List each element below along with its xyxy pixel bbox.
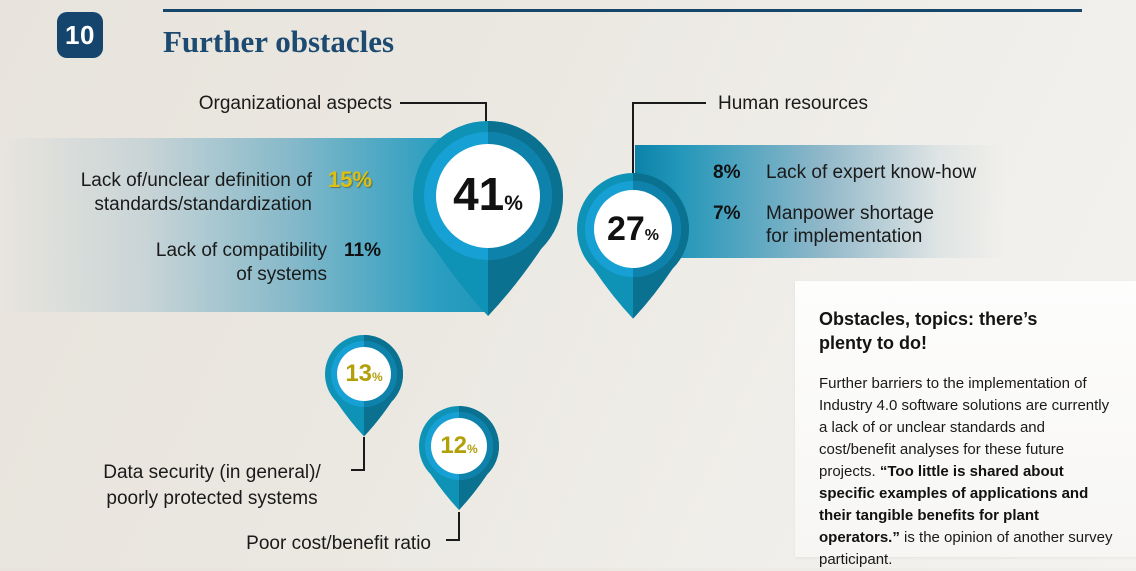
info-box-heading: Obstacles, topics: there’s plenty to do! [819, 309, 1038, 353]
value-know-how: 8% [713, 162, 741, 183]
location-pin-icon [419, 406, 499, 510]
label-data-security-line2: poorly protected systems [106, 488, 318, 509]
connector-organizational-v [485, 102, 487, 126]
percent-sign: % [372, 370, 383, 384]
value-standards: 15% [328, 167, 373, 192]
figure-number-badge: 10 [57, 12, 103, 58]
pin-value-12: 12% [417, 434, 501, 461]
pin-value-13: 13% [323, 362, 405, 389]
label-compatibility-line1: Lack of compatibility [155, 240, 327, 261]
pin-number: 13 [345, 360, 373, 387]
location-pin-icon [325, 335, 403, 437]
label-standards: Lack of/unclear definition of standards/… [40, 169, 312, 217]
info-box-body: Further barriers to the implementation o… [819, 373, 1115, 571]
label-cost-benefit: Poor cost/benefit ratio [246, 533, 431, 554]
pin-data-security: 13% [323, 333, 405, 440]
value-manpower: 7% [713, 203, 741, 224]
label-manpower: Manpower shortage for implementation [766, 202, 934, 248]
left-gradient-band [0, 138, 487, 312]
label-standards-line1: Lack of/unclear definition of [80, 170, 312, 191]
pin-number: 41 [453, 168, 505, 220]
label-manpower-line2: for implementation [766, 226, 923, 247]
percent-sign: % [644, 227, 660, 244]
label-compatibility-line2: of systems [236, 264, 327, 285]
connector-human-resources-h [632, 102, 706, 104]
pin-cost-benefit: 12% [417, 404, 501, 514]
figure-number: 10 [65, 19, 95, 50]
label-standards-line2: standards/standardization [94, 194, 312, 215]
title-rule [163, 9, 1082, 12]
connector-organizational-h [400, 102, 487, 104]
connector-cost-benefit-v [458, 512, 460, 541]
connector-data-security-h [351, 469, 365, 471]
label-manpower-line1: Manpower shortage [766, 203, 934, 224]
connector-human-resources-v [632, 102, 634, 176]
info-box-text: Further barriers to the implementation o… [819, 375, 1110, 480]
percent-sign: % [504, 192, 523, 215]
callout-organizational-aspects: Organizational aspects [198, 93, 392, 114]
pin-organizational-aspects: 41% [411, 119, 565, 319]
location-pin-icon [413, 120, 563, 316]
right-gradient-band [635, 145, 1005, 258]
label-know-how: Lack of expert know-how [766, 162, 977, 183]
location-pin-icon [577, 173, 689, 319]
label-data-security-line1: Data security (in general)/ [103, 462, 321, 483]
label-data-security: Data security (in general)/ poorly prote… [78, 460, 346, 512]
connector-data-security-v [363, 437, 365, 471]
page-title: Further obstacles [163, 24, 395, 59]
pin-number: 27 [606, 210, 645, 248]
label-compatibility: Lack of compatibility of systems [120, 239, 327, 287]
info-box: Obstacles, topics: there’s plenty to do!… [795, 281, 1136, 568]
info-box-quote: “Too little is shared about specific exa… [819, 463, 1089, 546]
percent-sign: % [467, 442, 478, 456]
pin-number: 12 [440, 432, 468, 459]
info-box-text-tail: is the opinion of another survey partici… [819, 529, 1113, 568]
pin-value-41: 41% [411, 171, 565, 227]
pin-value-27: 27% [575, 212, 691, 253]
callout-human-resources: Human resources [718, 93, 868, 114]
pin-human-resources: 27% [575, 171, 691, 322]
connector-cost-benefit-h [446, 539, 460, 541]
value-compatibility: 11% [344, 240, 381, 261]
